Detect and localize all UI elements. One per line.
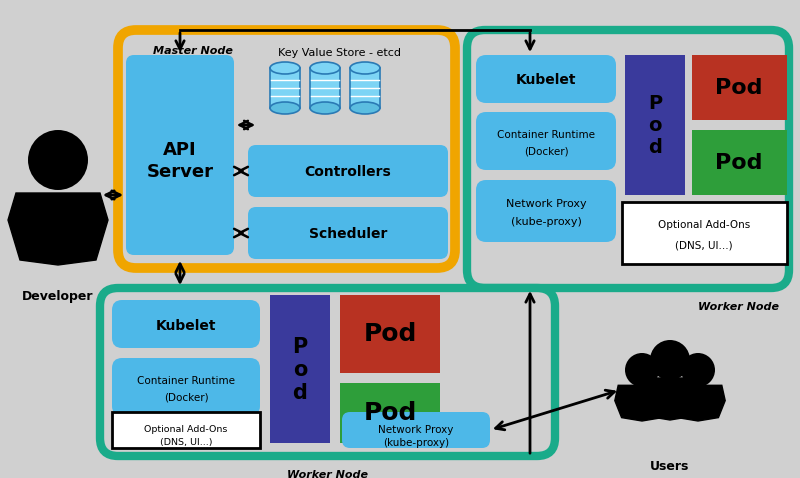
FancyBboxPatch shape [112, 300, 260, 348]
Text: Pod: Pod [363, 322, 417, 346]
Bar [692, 55, 787, 120]
Text: P
o
d: P o d [292, 337, 308, 403]
Bar [310, 68, 340, 108]
Text: Pod: Pod [363, 401, 417, 425]
Bar [350, 68, 380, 108]
Bar [270, 295, 330, 443]
FancyBboxPatch shape [476, 180, 616, 242]
FancyBboxPatch shape [126, 55, 234, 255]
Text: Pod: Pod [715, 153, 762, 173]
FancyBboxPatch shape [476, 55, 616, 103]
Text: (DNS, UI...): (DNS, UI...) [160, 437, 212, 446]
Bar [340, 383, 440, 443]
Text: Server: Server [146, 163, 214, 181]
Ellipse shape [270, 62, 300, 74]
Text: Worker Node: Worker Node [287, 470, 368, 478]
FancyBboxPatch shape [248, 207, 448, 259]
FancyBboxPatch shape [100, 288, 555, 456]
Circle shape [28, 130, 88, 190]
Polygon shape [638, 378, 702, 420]
Bar [625, 55, 685, 195]
Ellipse shape [270, 102, 300, 114]
Text: P
o
d: P o d [648, 94, 662, 156]
Polygon shape [670, 385, 726, 421]
Text: Users: Users [650, 460, 690, 473]
FancyBboxPatch shape [467, 30, 789, 288]
Ellipse shape [350, 62, 380, 74]
Text: (DNS, UI...): (DNS, UI...) [675, 240, 733, 250]
Text: Kubelet: Kubelet [516, 73, 576, 87]
Bar [340, 295, 440, 373]
Text: Container Runtime: Container Runtime [137, 376, 235, 386]
Circle shape [625, 353, 659, 387]
FancyBboxPatch shape [342, 412, 490, 448]
Text: Scheduler: Scheduler [309, 227, 387, 241]
Polygon shape [8, 193, 108, 265]
FancyBboxPatch shape [118, 30, 455, 268]
Text: (Docker): (Docker) [524, 147, 568, 157]
Ellipse shape [350, 102, 380, 114]
Text: (Docker): (Docker) [164, 393, 208, 403]
Text: Network Proxy: Network Proxy [506, 199, 586, 209]
FancyBboxPatch shape [248, 145, 448, 197]
Text: Key Value Store - etcd: Key Value Store - etcd [278, 48, 402, 58]
Text: Worker Node: Worker Node [698, 302, 779, 312]
Text: Developer: Developer [22, 290, 94, 303]
Polygon shape [614, 385, 669, 421]
Text: API: API [163, 141, 197, 159]
Circle shape [650, 340, 690, 380]
Text: Pod: Pod [715, 78, 762, 98]
FancyBboxPatch shape [476, 112, 616, 170]
Text: (kube-proxy): (kube-proxy) [383, 438, 449, 448]
Text: (kube-proxy): (kube-proxy) [510, 217, 582, 227]
Text: Kubelet: Kubelet [156, 319, 216, 333]
Ellipse shape [310, 102, 340, 114]
Bar [622, 202, 787, 264]
Text: Optional Add-Ons: Optional Add-Ons [658, 220, 750, 230]
Ellipse shape [310, 62, 340, 74]
Bar [270, 68, 300, 108]
Text: Container Runtime: Container Runtime [497, 130, 595, 140]
Text: Network Proxy: Network Proxy [378, 425, 454, 435]
Text: Controllers: Controllers [305, 165, 391, 179]
Circle shape [681, 353, 715, 387]
Bar [112, 412, 260, 448]
FancyBboxPatch shape [112, 358, 260, 416]
Text: Master Node: Master Node [153, 46, 233, 56]
Text: Optional Add-Ons: Optional Add-Ons [144, 425, 228, 435]
Bar [692, 130, 787, 195]
